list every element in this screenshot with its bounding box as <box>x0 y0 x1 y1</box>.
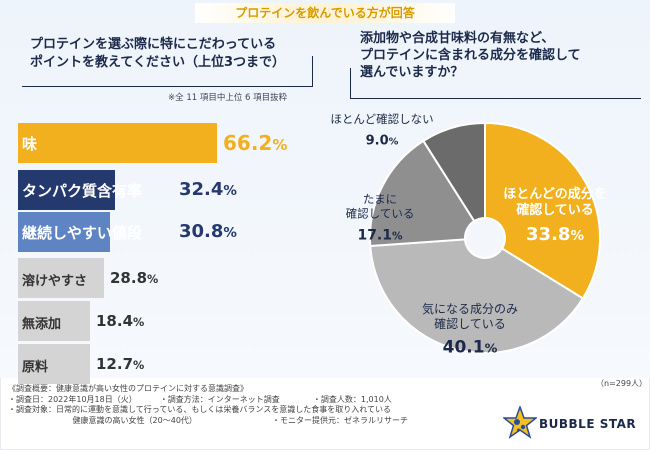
donut-chart: ほとんどの成分を確認している33.8%気になる成分のみ確認している40.1%たま… <box>330 112 607 357</box>
pie-value-number-0: 33.8 <box>526 224 570 245</box>
pie-value-number-3: 9.0 <box>366 134 389 149</box>
bar-value-number-3: 28.8 <box>110 268 148 287</box>
bar-value-2: 30.8% <box>179 221 237 242</box>
right-question-bracket <box>350 68 641 99</box>
survey-count: ・調査人数：1,010人 <box>312 394 392 404</box>
bar-value-number-2: 30.8 <box>179 220 224 242</box>
right-question-line2: プロテインに含まれる成分を確認して <box>360 48 581 63</box>
bar-value-number-0: 66.2 <box>223 130 273 155</box>
pie-label-2-line-2: 確認している <box>346 207 415 221</box>
bar-value-number-4: 18.4 <box>96 311 134 330</box>
bar-label-3: 溶けやすさ <box>22 273 88 289</box>
bar-value-percent-1: % <box>223 182 237 199</box>
pie-slice-0 <box>484 121 601 300</box>
pie-value-0: 33.8% <box>526 224 584 245</box>
pie-value-number-1: 40.1 <box>443 337 485 357</box>
survey-date: ・調査日：2022年10月18日（火） <box>8 394 137 404</box>
survey-target-2: 健康意識の高い女性（20～40代） <box>72 415 197 425</box>
bar-label-4: 無添加 <box>22 316 62 332</box>
right-question: 添加物や合成甘味料の有無など、 プロテインに含まれる成分を確認して 選んでいます… <box>360 30 630 81</box>
survey-title: 《調査概要：健康意識が高い女性のプロテインに対する意識調査》 <box>8 384 248 393</box>
bar-2 <box>18 212 110 252</box>
brand: BUBBLE STAR <box>503 404 643 444</box>
pie-value-percent-2: % <box>392 231 403 243</box>
bar-value-percent-4: % <box>133 315 145 329</box>
bar-value-1: 32.4% <box>179 179 237 200</box>
bar-3 <box>18 258 104 298</box>
right-question-line1: 添加物や合成甘味料の有無など、 <box>360 31 555 46</box>
pie-label-1-line-1: 気になる成分のみ <box>422 301 518 316</box>
pie-label-0-line-2: 確認している <box>516 202 594 218</box>
pie-label-3: ほとんど確認しない 9.0% <box>330 112 433 149</box>
left-question: プロテインを選ぶ際に特にこだわっている ポイントを教えてください（上位3つまで） <box>30 36 330 72</box>
bar-value-percent-3: % <box>147 272 159 286</box>
sample-size-note: （n=299人） <box>596 379 648 388</box>
pie-slice-1 <box>369 238 585 354</box>
bar-label-2: 継続しやすい値段 <box>22 224 142 243</box>
survey-overview: 《調査概要：健康意識が高い女性のプロテインに対する意識調査》 ・調査日：2022… <box>8 384 408 426</box>
survey-row-1: ・調査日：2022年10月18日（火） ・調査方法：インターネット調査 ・調査人… <box>8 395 408 406</box>
left-question-bracket <box>22 56 313 87</box>
pie-label-3-line-1: ほとんど確認しない <box>330 112 433 126</box>
bar-label-1: タンパク質含有率 <box>22 182 143 201</box>
right-question-line3: 選んでいますか？ <box>360 65 464 80</box>
pie-slice-3 <box>421 121 486 223</box>
bar-value-0: 66.2% <box>223 131 287 155</box>
bar-value-number-5: 12.7 <box>96 354 134 373</box>
brand-name: BUBBLE STAR <box>539 417 637 431</box>
pie-value-3: 9.0% <box>366 134 399 149</box>
pie-value-1: 40.1% <box>443 337 498 357</box>
pie-value-2: 17.1% <box>357 228 403 244</box>
survey-method: ・調査方法：インターネット調査 <box>159 394 280 404</box>
bar-value-4: 18.4% <box>96 312 144 330</box>
bar-value-3: 28.8% <box>110 269 158 287</box>
bar-value-5: 12.7% <box>96 355 144 373</box>
pie-slice-2 <box>369 139 476 248</box>
bar-4 <box>18 301 90 341</box>
respondent-banner: プロテインを飲んでいる方が回答 <box>195 3 455 23</box>
survey-row-4: 健康意識の高い女性（20～40代） ・モニター提供元：ゼネラルリサーチ <box>8 416 408 427</box>
pie-label-2-line-1: たまに <box>363 192 397 206</box>
left-question-line1: プロテインを選ぶ際に特にこだわっている <box>30 37 277 52</box>
pie-value-percent-3: % <box>389 137 399 148</box>
pie-value-percent-1: % <box>485 341 498 356</box>
bar-value-percent-5: % <box>133 358 145 372</box>
pie-label-0-line-1: ほとんどの成分を <box>503 186 607 202</box>
survey-monitor: ・モニター提供元：ゼネラルリサーチ <box>272 415 408 425</box>
bar-value-percent-2: % <box>223 224 237 241</box>
survey-target: ・調査対象：日常的に運動を意識して行っている、もしくは栄養バランスを意識した食事… <box>8 405 391 414</box>
left-question-line2: ポイントを教えてください（上位3つまで） <box>30 55 286 70</box>
pie-value-number-2: 17.1 <box>357 228 392 244</box>
pie-value-percent-0: % <box>570 228 584 244</box>
star-logo-icon <box>503 406 537 439</box>
bar-value-number-1: 32.4 <box>179 178 224 200</box>
bar-label-5: 原料 <box>22 359 49 375</box>
pie-label-1-line-2: 確認している <box>434 316 506 331</box>
bar-label-0: 味 <box>22 135 38 154</box>
bar-1 <box>18 170 115 210</box>
left-note: ※全 11 項目中上位 6 項目抜粋 <box>168 93 288 103</box>
bar-0 <box>18 123 217 163</box>
bar-value-percent-0: % <box>272 135 288 154</box>
bar-5 <box>18 344 90 384</box>
